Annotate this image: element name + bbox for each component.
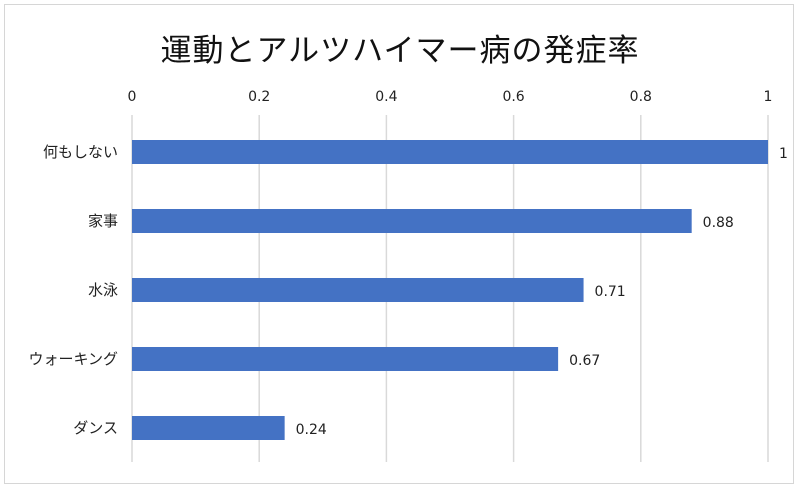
- bars: [132, 140, 768, 440]
- x-tick-label: 0.8: [630, 89, 652, 105]
- bar: [132, 416, 285, 440]
- data-label: 1: [779, 146, 788, 162]
- bar: [132, 347, 559, 371]
- x-tick-label: 0.6: [502, 89, 524, 105]
- x-axis-ticks: 0 0.2 0.4 0.6 0.8 1: [128, 89, 773, 105]
- data-label: 0.67: [569, 353, 600, 369]
- chart-frame: 運動とアルツハイマー病の発症率: [4, 4, 794, 484]
- category-label: 水泳: [88, 281, 118, 299]
- category-label: ウォーキング: [28, 350, 118, 368]
- data-label: 0.24: [296, 422, 327, 438]
- x-tick-label: 1: [764, 89, 773, 105]
- category-label: 何もしない: [43, 143, 118, 161]
- x-tick-label: 0.2: [248, 89, 270, 105]
- data-labels: 1 0.88 0.71 0.67 0.24: [296, 146, 788, 438]
- bar: [132, 278, 584, 302]
- category-label: 家事: [88, 212, 118, 230]
- data-label: 0.71: [595, 284, 626, 300]
- chart-title: 運動とアルツハイマー病の発症率: [160, 33, 640, 69]
- category-label: ダンス: [73, 419, 118, 437]
- bar: [132, 140, 768, 164]
- x-tick-label: 0.4: [375, 89, 397, 105]
- x-tick-label: 0: [128, 89, 137, 105]
- data-label: 0.88: [703, 215, 734, 231]
- bar: [132, 209, 692, 233]
